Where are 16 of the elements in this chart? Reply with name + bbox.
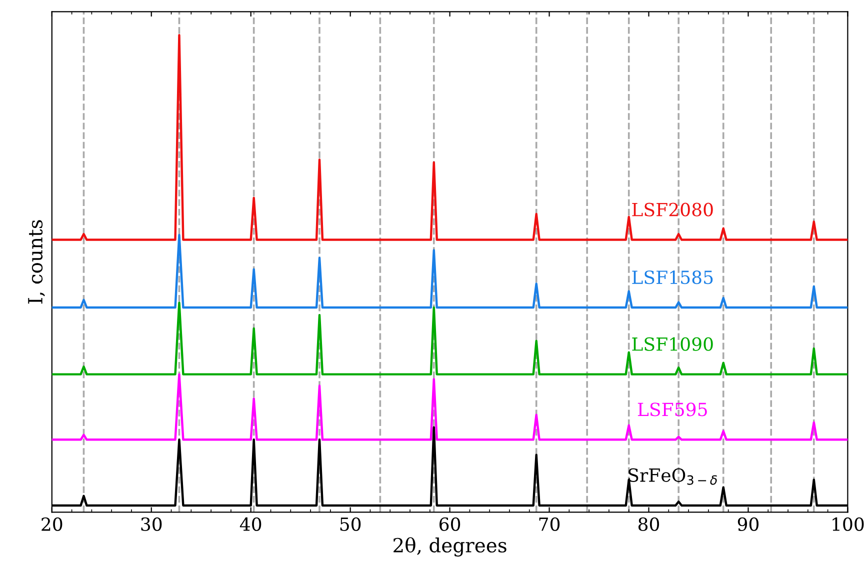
y-axis-title: I, counts [28,220,45,304]
series-label: LSF595 [638,402,707,416]
x-tick-label: 100 [832,517,864,531]
x-tick-label: 60 [440,517,460,531]
x-tick-label: 90 [738,517,759,531]
series-label: SrFeO$_{3−δ}$ [628,468,717,485]
series-label: LSF1585 [632,270,713,284]
x-tick-label: 50 [340,517,361,531]
series-label: LSF1090 [632,337,713,351]
series-label: LSF2080 [632,202,713,216]
x-tick-label: 20 [42,517,62,531]
x-axis-title: 2θ, degrees [394,537,506,557]
x-tick-label: 80 [638,517,660,531]
x-tick-label: 70 [539,517,560,531]
x-tick-label: 40 [240,517,262,531]
x-tick-label: 30 [141,517,162,531]
